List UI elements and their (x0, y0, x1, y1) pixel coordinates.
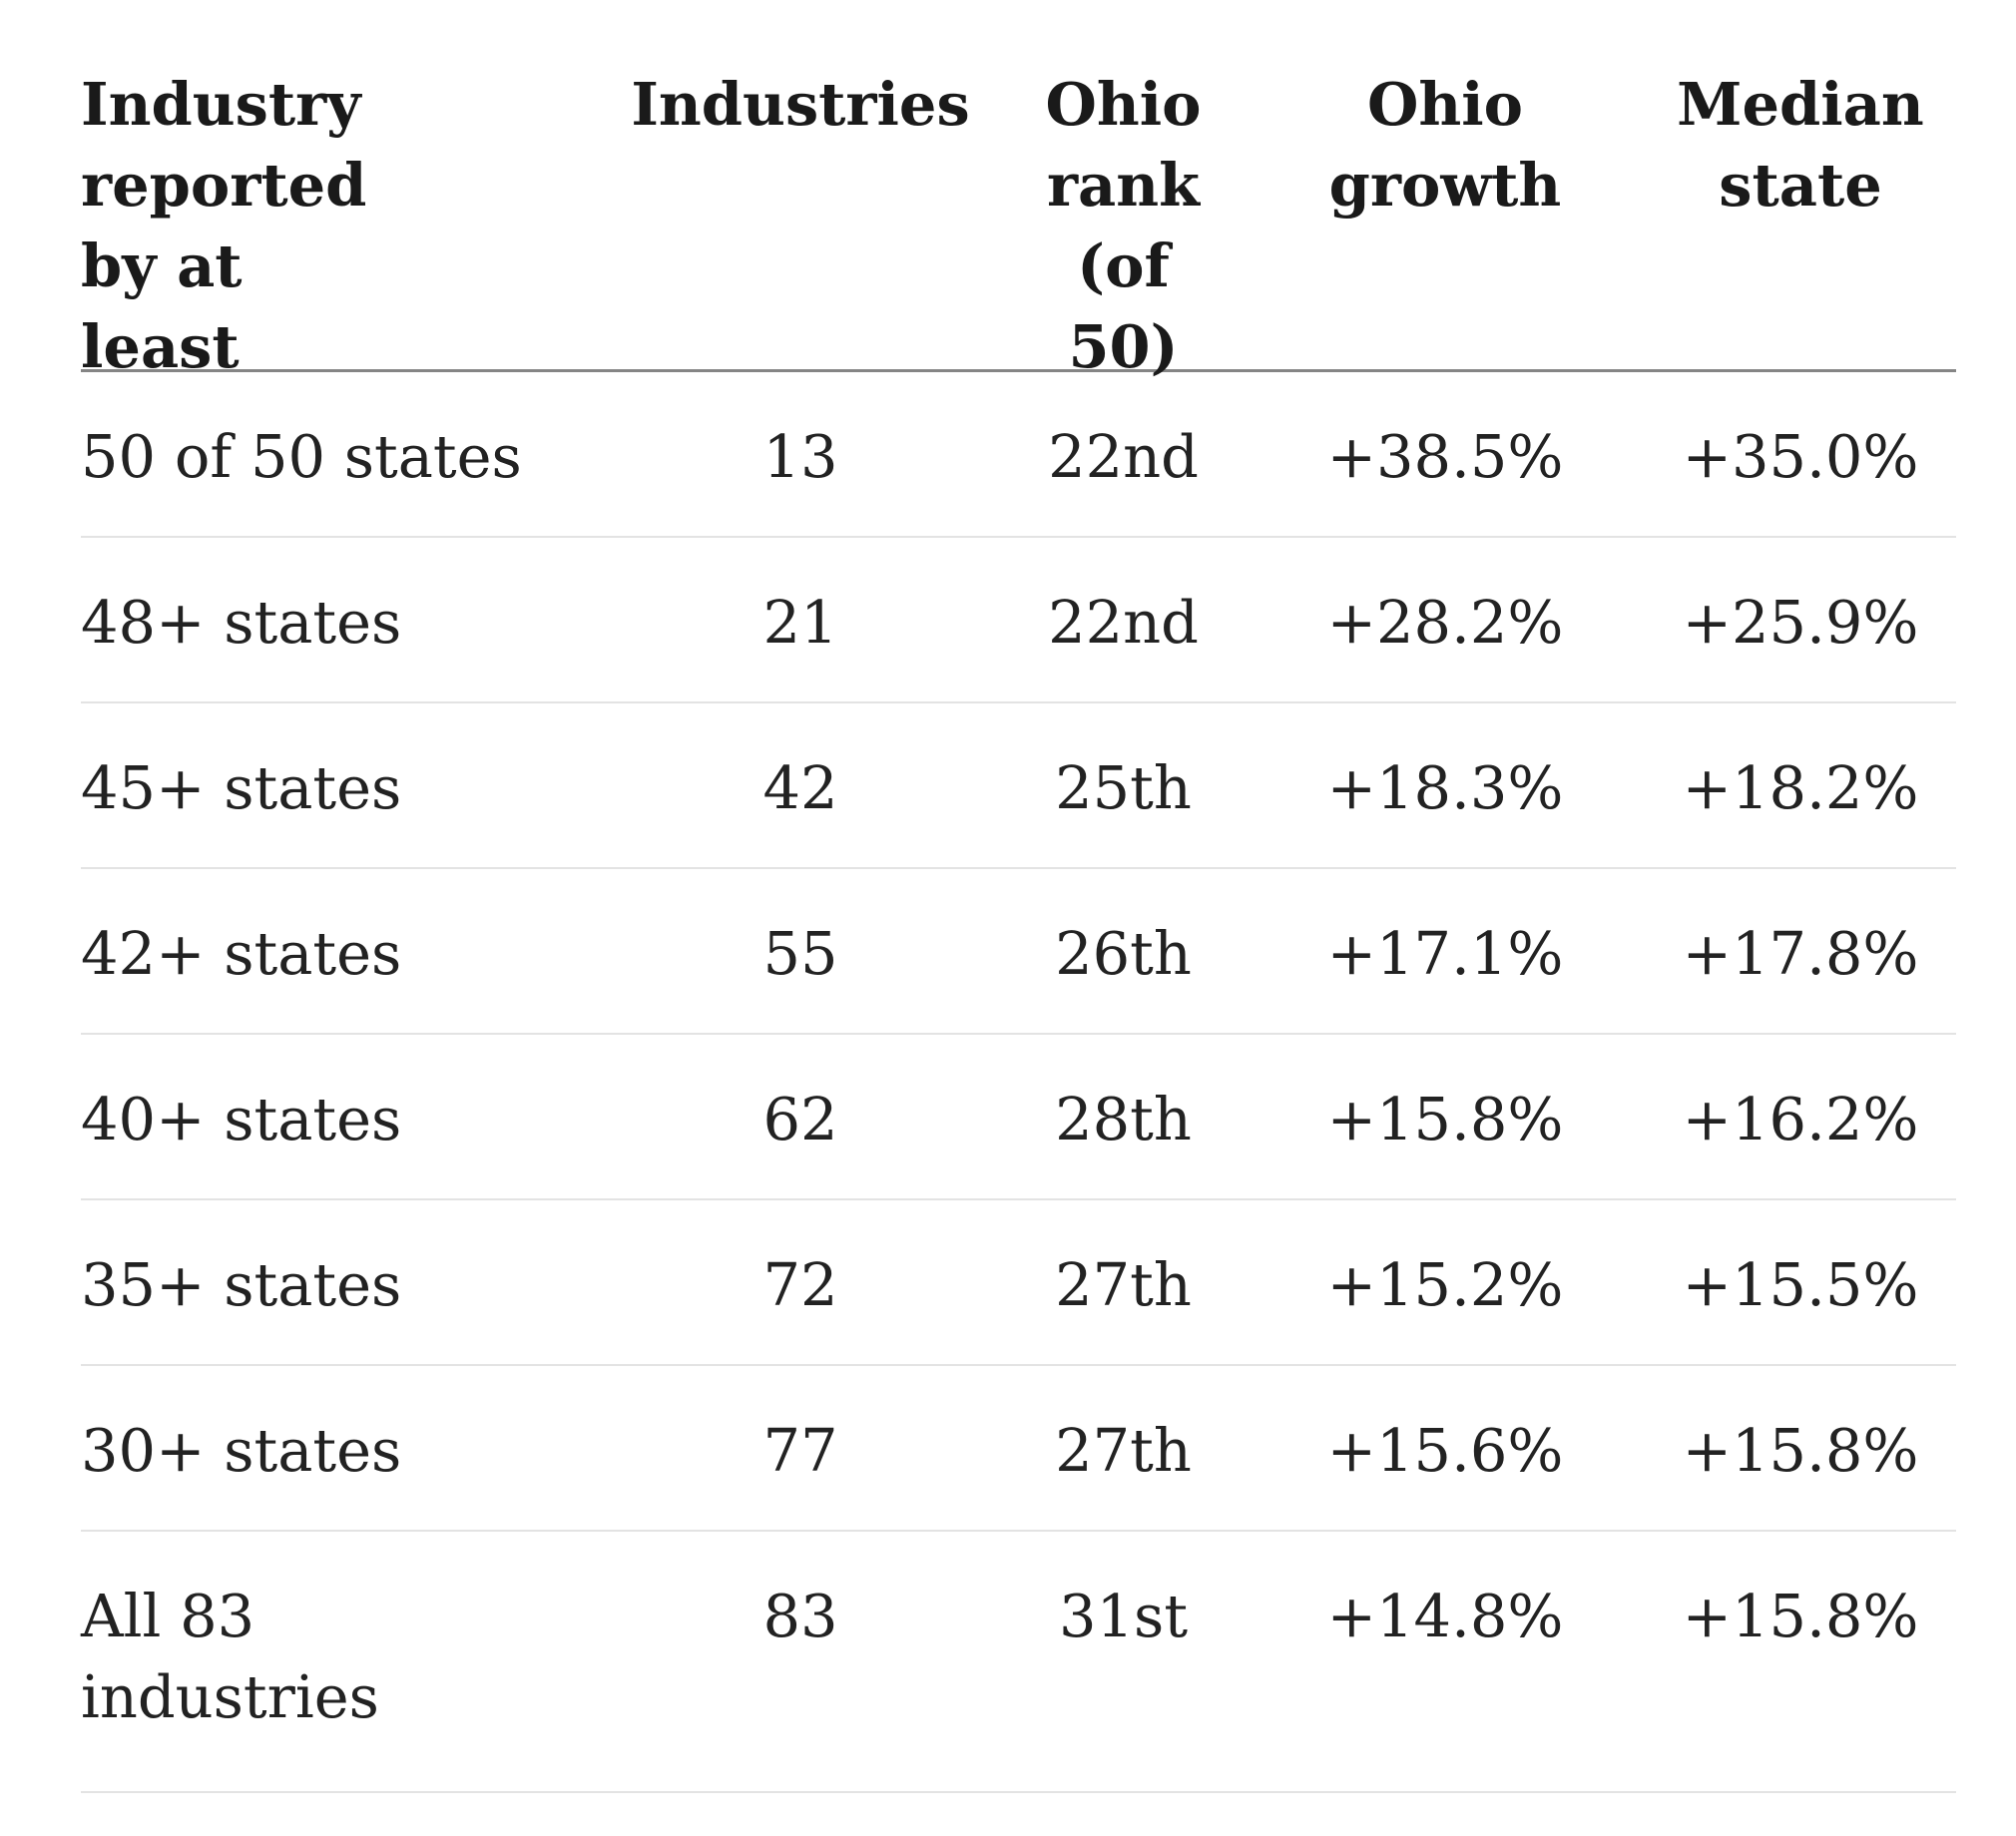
data-table: Industry reported by at least Industries… (81, 60, 1956, 1793)
threshold-cell: 35+ states (81, 1250, 402, 1319)
ohio-rank-cell: 26th (1055, 919, 1192, 988)
ohio-growth-cell: +17.1% (1326, 919, 1564, 988)
table-row: 45+ states 42 25th +18.3% +18.2% (81, 703, 1956, 869)
column-header-industries: Industries (631, 70, 970, 139)
column-header-median-state: Median state (1677, 70, 1924, 220)
threshold-cell: 40+ states (81, 1085, 402, 1153)
median-state-cell: +16.2% (1682, 1085, 1919, 1153)
ohio-growth-cell: +15.8% (1326, 1085, 1564, 1153)
industries-cell: 21 (762, 588, 838, 657)
median-state-cell: +15.8% (1682, 1582, 1919, 1650)
column-header-ohio-rank: Ohio rank (of 50) (1045, 70, 1202, 381)
industries-cell: 77 (762, 1416, 838, 1485)
table-body: 50 of 50 states 13 22nd +38.5% +35.0% 48+ sta… (81, 372, 1956, 1793)
table-row: 42+ states 55 26th +17.1% +17.8% (81, 869, 1956, 1035)
ohio-growth-cell: +38.5% (1326, 422, 1564, 491)
ohio-rank-cell: 28th (1055, 1085, 1192, 1153)
ohio-growth-cell: +18.3% (1326, 753, 1564, 822)
table-row: All 83 industries 83 31st +14.8% +15.8% (81, 1532, 1956, 1793)
ohio-growth-cell: +15.6% (1326, 1416, 1564, 1485)
median-state-cell: +15.5% (1682, 1250, 1919, 1319)
column-header-industry-threshold: Industry reported by at least (81, 70, 367, 381)
median-state-cell: +25.9% (1682, 588, 1919, 657)
industries-cell: 13 (762, 422, 838, 491)
ohio-rank-cell: 22nd (1048, 588, 1199, 657)
table-row: 40+ states 62 28th +15.8% +16.2% (81, 1035, 1956, 1200)
threshold-cell: 48+ states (81, 588, 402, 657)
ohio-growth-cell: +14.8% (1326, 1582, 1564, 1650)
industries-cell: 42 (762, 753, 838, 822)
industries-cell: 72 (762, 1250, 838, 1319)
median-state-cell: +17.8% (1682, 919, 1919, 988)
table-row: 30+ states 77 27th +15.6% +15.8% (81, 1366, 1956, 1532)
ohio-rank-cell: 27th (1055, 1416, 1192, 1485)
industries-cell: 55 (762, 919, 838, 988)
median-state-cell: +35.0% (1682, 422, 1919, 491)
threshold-cell: 30+ states (81, 1416, 402, 1485)
industries-cell: 83 (762, 1582, 838, 1650)
table-row: 35+ states 72 27th +15.2% +15.5% (81, 1200, 1956, 1366)
table-header-row: Industry reported by at least Industries… (81, 60, 1956, 381)
table-row: 50 of 50 states 13 22nd +38.5% +35.0% (81, 372, 1956, 538)
ohio-rank-cell: 22nd (1048, 422, 1199, 491)
ohio-growth-cell: +15.2% (1326, 1250, 1564, 1319)
threshold-cell: 45+ states (81, 753, 402, 822)
median-state-cell: +18.2% (1682, 753, 1919, 822)
ohio-rank-cell: 31st (1058, 1582, 1189, 1650)
ohio-rank-cell: 27th (1055, 1250, 1192, 1319)
threshold-cell: 50 of 50 states (81, 422, 522, 491)
industries-cell: 62 (762, 1085, 838, 1153)
column-header-ohio-growth: Ohio growth (1328, 70, 1562, 220)
ohio-rank-cell: 25th (1055, 753, 1192, 822)
ohio-growth-cell: +28.2% (1326, 588, 1564, 657)
table-row: 48+ states 21 22nd +28.2% +25.9% (81, 538, 1956, 703)
threshold-cell: All 83 industries (81, 1582, 379, 1731)
median-state-cell: +15.8% (1682, 1416, 1919, 1485)
threshold-cell: 42+ states (81, 919, 402, 988)
